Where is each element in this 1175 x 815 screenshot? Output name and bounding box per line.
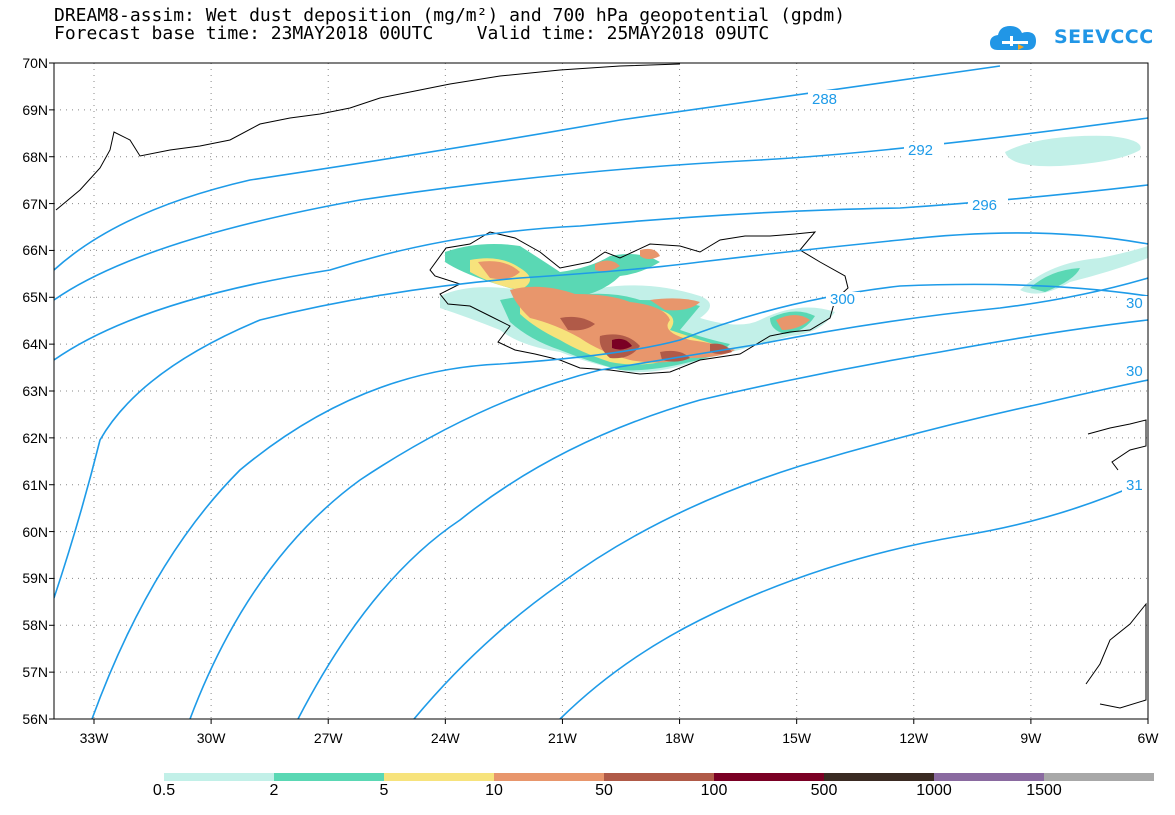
longitude-label: 33W: [79, 730, 109, 746]
longitude-label: 30W: [196, 730, 226, 746]
chart-title: DREAM8-assim: Wet dust deposition (mg/m²…: [54, 5, 846, 26]
latitude-label: 58N: [22, 617, 48, 634]
contour-labels: 288 292 296 300 30 30 31: [808, 90, 1148, 494]
contour-label: 292: [908, 142, 933, 159]
graticule: [54, 63, 1148, 719]
latitude-label: 64N: [22, 336, 48, 353]
forecast-times: Forecast base time: 23MAY2018 00UTC Vali…: [54, 23, 770, 44]
legend-swatch: [934, 773, 1044, 781]
logo-text: SEEVCCC: [1054, 26, 1154, 48]
latitude-label: 69N: [22, 101, 48, 118]
longitude-label: 24W: [430, 730, 460, 746]
longitude-label: 9W: [1020, 730, 1042, 746]
latitude-label: 59N: [22, 570, 48, 587]
latitude-label: 65N: [22, 289, 48, 306]
latitude-label: 68N: [22, 148, 48, 165]
contour-label: 30: [1126, 363, 1143, 380]
legend-label: 1500: [1026, 782, 1062, 799]
latitude-label: 63N: [22, 383, 48, 399]
contour-label: 300: [830, 291, 855, 308]
legend-swatch: [274, 773, 384, 781]
legend-label: 10: [485, 782, 503, 799]
geopotential-contours: [54, 65, 1148, 719]
latitude-label: 70N: [22, 55, 48, 71]
legend-swatch: [714, 773, 824, 781]
legend-label: 1000: [916, 782, 952, 799]
contour-label: 288: [812, 91, 837, 108]
contour-label: 31: [1126, 477, 1143, 494]
longitude-label: 18W: [665, 730, 694, 746]
latitude-label: 66N: [22, 242, 48, 259]
legend-swatch: [494, 773, 604, 781]
legend-swatch: [604, 773, 714, 781]
longitude-label: 6W: [1137, 730, 1159, 746]
legend-swatch: [384, 773, 494, 781]
legend-swatch: [164, 773, 274, 781]
legend-label: 0.5: [152, 782, 176, 799]
coastline: [55, 63, 1147, 709]
legend-label: 500: [810, 782, 838, 799]
latitude-label: 56N: [22, 711, 48, 727]
contour-label: 296: [972, 197, 997, 214]
legend-label: 50: [595, 782, 613, 799]
longitude-label: 27W: [313, 730, 343, 746]
latitude-label: 67N: [22, 195, 48, 212]
longitude-label: 21W: [548, 730, 577, 746]
legend-label: 5: [379, 782, 389, 799]
legend-label: 2: [269, 782, 279, 799]
dust-deposition-field: [440, 135, 1148, 373]
legend-label: 100: [700, 782, 728, 799]
contour-label: 30: [1126, 295, 1143, 312]
latitude-label: 62N: [22, 429, 48, 446]
legend-swatch: [824, 773, 934, 781]
latitude-label: 60N: [22, 523, 48, 540]
legend-swatch: [1044, 773, 1154, 781]
cloud-icon: [990, 26, 1036, 50]
longitude-label: 15W: [782, 730, 812, 746]
latitude-label: 61N: [22, 476, 48, 493]
latitude-label: 57N: [22, 664, 48, 681]
longitude-label: 12W: [899, 730, 929, 746]
